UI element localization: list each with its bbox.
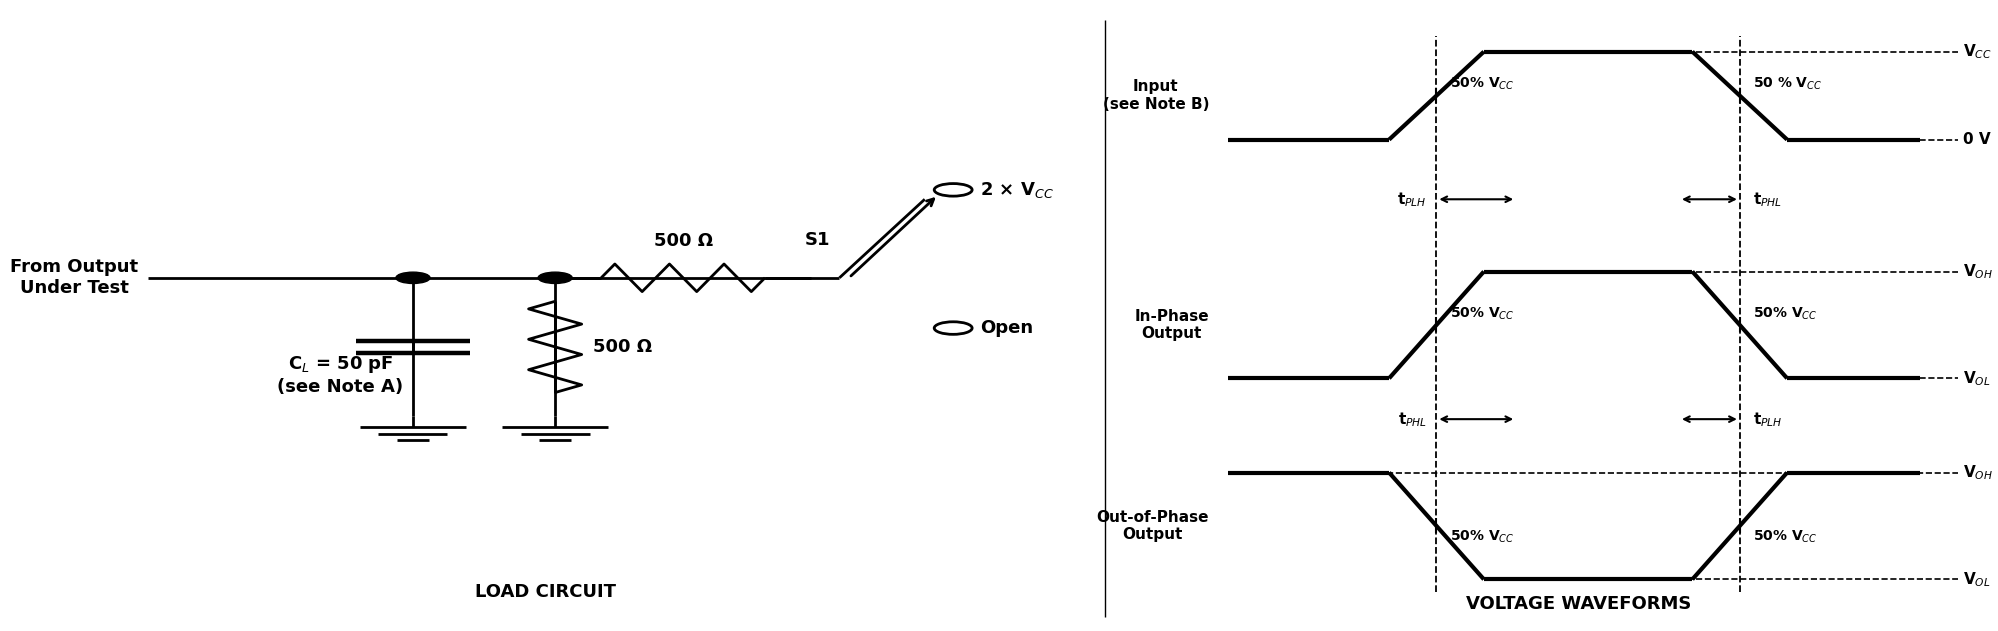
Text: V$_{OL}$: V$_{OL}$ <box>1962 570 1990 589</box>
Text: t$_{PHL}$: t$_{PHL}$ <box>1397 410 1427 428</box>
Text: 50% V$_{CC}$: 50% V$_{CC}$ <box>1449 529 1512 545</box>
Text: V$_{OH}$: V$_{OH}$ <box>1962 463 1992 482</box>
Text: 0 V: 0 V <box>1962 132 1990 147</box>
Circle shape <box>396 272 430 283</box>
Text: Out-of-Phase
Output: Out-of-Phase Output <box>1097 510 1209 542</box>
Text: In-Phase
Output: In-Phase Output <box>1133 309 1209 341</box>
Text: 500 Ω: 500 Ω <box>653 232 713 249</box>
Text: t$_{PHL}$: t$_{PHL}$ <box>1752 190 1782 209</box>
Text: V$_{OH}$: V$_{OH}$ <box>1962 262 1992 281</box>
Text: 2 × V$_{CC}$: 2 × V$_{CC}$ <box>979 180 1053 200</box>
Text: Open: Open <box>979 319 1033 337</box>
Text: C$_L$ = 50 pF
(see Note A): C$_L$ = 50 pF (see Note A) <box>278 354 404 396</box>
Text: V$_{CC}$: V$_{CC}$ <box>1962 42 1992 61</box>
Text: t$_{PLH}$: t$_{PLH}$ <box>1752 410 1782 428</box>
Text: 50% V$_{CC}$: 50% V$_{CC}$ <box>1449 76 1512 93</box>
Text: 50% V$_{CC}$: 50% V$_{CC}$ <box>1449 305 1512 322</box>
Text: V$_{OL}$: V$_{OL}$ <box>1962 369 1990 387</box>
Circle shape <box>537 272 571 283</box>
Circle shape <box>933 184 971 196</box>
Text: 50% V$_{CC}$: 50% V$_{CC}$ <box>1752 529 1816 545</box>
Text: VOLTAGE WAVEFORMS: VOLTAGE WAVEFORMS <box>1465 596 1690 613</box>
Text: 500 Ω: 500 Ω <box>593 338 651 356</box>
Text: Input
(see Note B): Input (see Note B) <box>1103 80 1209 112</box>
Text: From Output
Under Test: From Output Under Test <box>10 259 138 297</box>
Text: t$_{PLH}$: t$_{PLH}$ <box>1397 190 1427 209</box>
Circle shape <box>933 322 971 334</box>
Text: LOAD CIRCUIT: LOAD CIRCUIT <box>476 583 615 601</box>
Text: 50% V$_{CC}$: 50% V$_{CC}$ <box>1752 305 1816 322</box>
Text: S1: S1 <box>803 231 829 249</box>
Text: 50 % V$_{CC}$: 50 % V$_{CC}$ <box>1752 76 1822 93</box>
